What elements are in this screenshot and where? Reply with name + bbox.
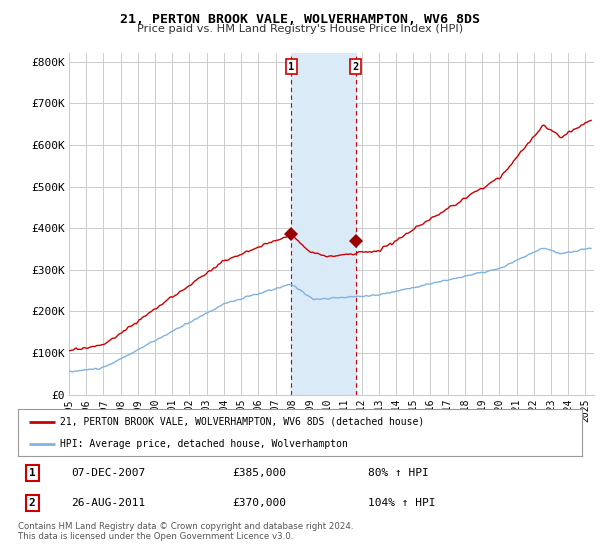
Bar bbox=[292, 53, 356, 395]
Text: 104% ↑ HPI: 104% ↑ HPI bbox=[368, 498, 435, 508]
Text: £370,000: £370,000 bbox=[232, 498, 286, 508]
Text: 21, PERTON BROOK VALE, WOLVERHAMPTON, WV6 8DS: 21, PERTON BROOK VALE, WOLVERHAMPTON, WV… bbox=[120, 13, 480, 26]
Text: 1: 1 bbox=[29, 468, 35, 478]
Text: 2: 2 bbox=[29, 498, 35, 508]
Text: 80% ↑ HPI: 80% ↑ HPI bbox=[368, 468, 428, 478]
Text: HPI: Average price, detached house, Wolverhampton: HPI: Average price, detached house, Wolv… bbox=[60, 438, 348, 449]
Text: 26-AUG-2011: 26-AUG-2011 bbox=[71, 498, 146, 508]
Text: 21, PERTON BROOK VALE, WOLVERHAMPTON, WV6 8DS (detached house): 21, PERTON BROOK VALE, WOLVERHAMPTON, WV… bbox=[60, 417, 425, 427]
Text: £385,000: £385,000 bbox=[232, 468, 286, 478]
Text: 2: 2 bbox=[352, 62, 359, 72]
Text: 07-DEC-2007: 07-DEC-2007 bbox=[71, 468, 146, 478]
Text: 1: 1 bbox=[288, 62, 295, 72]
Text: Contains HM Land Registry data © Crown copyright and database right 2024.
This d: Contains HM Land Registry data © Crown c… bbox=[18, 522, 353, 542]
Text: Price paid vs. HM Land Registry's House Price Index (HPI): Price paid vs. HM Land Registry's House … bbox=[137, 24, 463, 34]
